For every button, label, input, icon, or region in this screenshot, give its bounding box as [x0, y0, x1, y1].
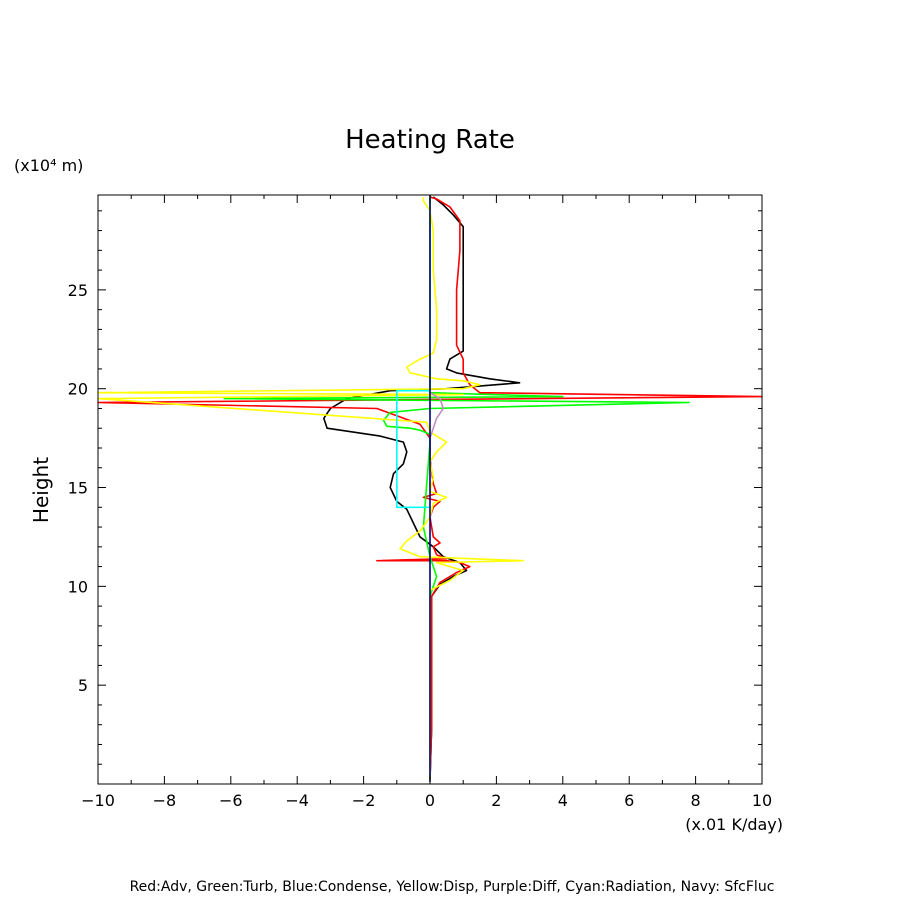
x-tick-label: 2 — [491, 791, 501, 810]
x-axis-unit: (x.01 K/day) — [685, 815, 783, 834]
y-axis-unit: (x10⁴ m) — [14, 156, 83, 175]
x-tick-label: 4 — [558, 791, 568, 810]
x-tick-label: 0 — [425, 791, 435, 810]
y-axis-label: Height — [29, 457, 53, 523]
x-tick-label: −8 — [153, 791, 177, 810]
plot-frame — [97, 194, 763, 785]
chart-title: Heating Rate — [345, 125, 515, 155]
x-tick-label: −4 — [285, 791, 309, 810]
x-tick-label: 10 — [752, 791, 772, 810]
y-tick-label: 20 — [68, 380, 88, 399]
series-line-4 — [429, 392, 445, 439]
series-layer — [97, 195, 763, 782]
series-line-0 — [323, 196, 521, 781]
x-tick-label: −6 — [219, 791, 243, 810]
series-line-5 — [396, 389, 430, 509]
y-tick-label: 5 — [78, 676, 88, 695]
y-tick-label: 15 — [68, 479, 88, 498]
series-line-3 — [97, 197, 524, 780]
legend-footer: Red:Adv, Green:Turb, Blue:Condense, Yell… — [130, 879, 775, 895]
x-tick-label: 8 — [691, 791, 701, 810]
x-tick-label: 6 — [624, 791, 634, 810]
x-tick-label: −2 — [352, 791, 376, 810]
y-tick-label: 10 — [68, 577, 88, 596]
y-tick-label: 25 — [68, 281, 88, 300]
axis-layer: −10 −8 −6 −4 −2 0 2 4 6 8 10 5 10 15 20 25 — [68, 195, 772, 810]
x-tick-label: −10 — [81, 791, 115, 810]
